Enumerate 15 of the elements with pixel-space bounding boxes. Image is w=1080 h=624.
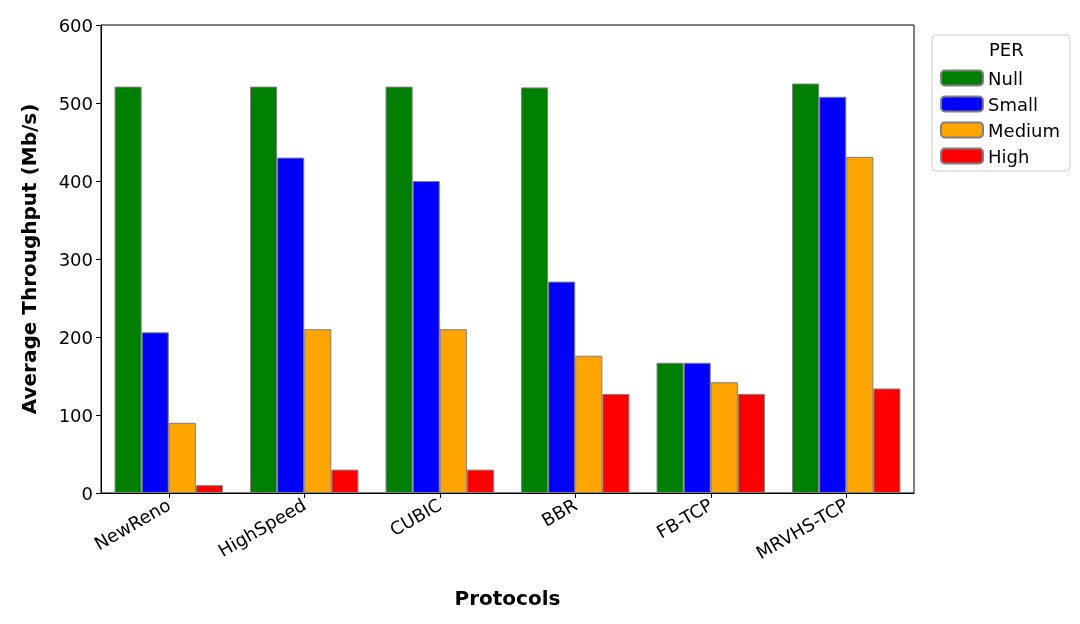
y-tick-label: 300	[58, 248, 93, 270]
legend-label: Medium	[988, 119, 1061, 141]
y-tick-label: 100	[58, 404, 93, 426]
x-axis-title: Protocols	[454, 586, 561, 610]
y-tick-label: 0	[81, 482, 93, 504]
y-axis-title: Average Throughput (Mb/s)	[17, 103, 41, 415]
x-tick-label: BBR	[537, 493, 581, 531]
legend-label: Small	[988, 93, 1039, 115]
legend-label: Null	[988, 67, 1023, 89]
y-tick-label: 600	[58, 14, 93, 36]
y-tick-label: 200	[58, 326, 93, 348]
legend-label: High	[988, 145, 1030, 167]
y-tick-label: 500	[58, 92, 93, 114]
y-tick-label: 400	[58, 170, 93, 192]
legend-title: PER	[989, 38, 1024, 60]
